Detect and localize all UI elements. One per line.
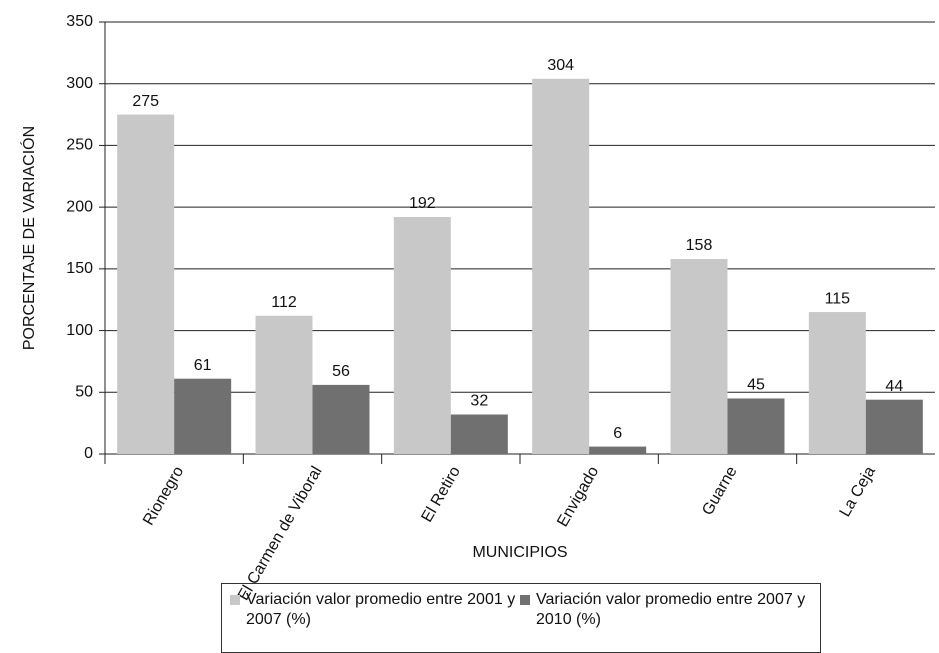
bar	[727, 398, 785, 454]
y-axis-label: PORCENTAJE DE VARIACIÓN	[19, 126, 38, 350]
y-tick-label: 0	[84, 445, 93, 462]
legend-entry: Variación valor promedio entre 2007 y 20…	[520, 590, 810, 652]
y-tick-label: 50	[75, 384, 93, 401]
value-label: 304	[547, 57, 574, 74]
x-tick-label: Envigado	[554, 464, 602, 530]
legend-label: Variación valor promedio entre 2007 y 20…	[536, 591, 806, 628]
value-label: 192	[409, 195, 436, 212]
x-tick-label: El Retiro	[419, 464, 464, 526]
x-tick-label: Guarne	[699, 464, 740, 519]
bar	[174, 378, 232, 454]
bar	[808, 312, 866, 454]
value-label: 275	[132, 93, 159, 110]
legend-label: Variación valor promedio entre 2001 y 20…	[246, 591, 516, 628]
value-label: 45	[747, 377, 765, 394]
bar	[670, 258, 728, 454]
bar	[589, 446, 647, 454]
y-tick-label: 150	[66, 260, 93, 277]
legend-entry: Variación valor promedio entre 2001 y 20…	[230, 590, 520, 652]
bar	[117, 114, 175, 455]
legend-swatch	[520, 595, 530, 605]
bar	[532, 78, 590, 454]
y-tick-label: 250	[66, 137, 93, 154]
bar	[255, 315, 313, 454]
value-label: 56	[332, 363, 350, 380]
x-tick-label: La Ceja	[837, 464, 879, 520]
bar	[450, 414, 508, 454]
value-label: 115	[825, 290, 851, 307]
bar	[865, 399, 923, 454]
legend: Variación valor promedio entre 2001 y 20…	[221, 583, 821, 653]
x-axis-label: MUNICIPIOS	[472, 544, 567, 561]
y-tick-label: 350	[66, 13, 93, 30]
x-tick-label: Rionegro	[140, 464, 187, 529]
y-tick-label: 300	[66, 75, 93, 92]
value-label: 61	[194, 357, 212, 374]
y-tick-label: 100	[66, 322, 93, 339]
bar	[312, 384, 370, 454]
bar	[393, 217, 451, 454]
value-label: 6	[613, 425, 622, 442]
value-label: 158	[686, 237, 713, 254]
y-tick-label: 200	[66, 198, 93, 215]
value-label: 112	[271, 294, 297, 311]
value-label: 32	[470, 393, 488, 410]
value-label: 44	[885, 378, 903, 395]
legend-swatch	[230, 595, 240, 605]
